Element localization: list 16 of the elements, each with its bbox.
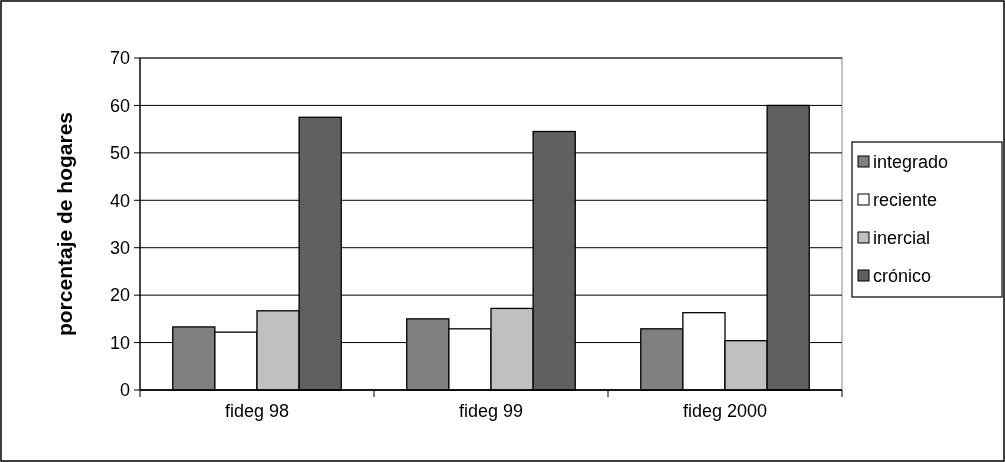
x-tick-label: fideg 98: [224, 401, 290, 421]
legend-label: reciente: [873, 190, 938, 211]
legend-label: crónico: [873, 266, 932, 287]
legend-label: inercial: [873, 228, 931, 249]
y-tick-label: 40: [109, 190, 130, 211]
x-tick-label: fideg 99: [458, 401, 524, 421]
y-tick-label: 50: [109, 143, 130, 164]
y-tick-label: 60: [109, 95, 130, 116]
y-tick-label: 70: [109, 48, 130, 69]
y-axis-title: porcentaje de hogares: [53, 111, 76, 337]
y-tick-label: 10: [109, 332, 130, 353]
y-tick-label: 0: [119, 380, 130, 401]
y-tick-label: 20: [109, 285, 130, 306]
legend-label: integrado: [873, 152, 949, 173]
y-tick-label: 30: [109, 238, 130, 259]
x-tick-label: fideg 2000: [682, 401, 768, 421]
